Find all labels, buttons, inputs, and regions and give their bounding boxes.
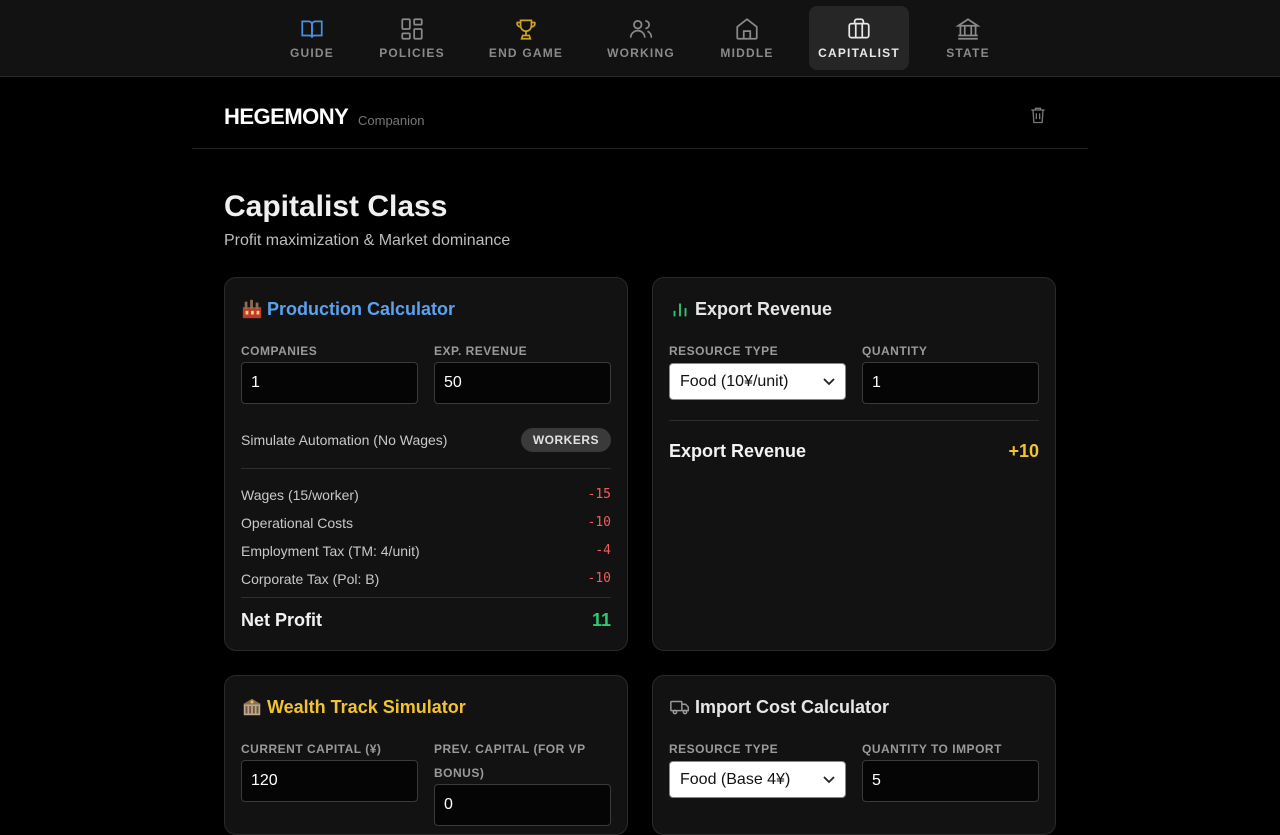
tab-state[interactable]: STATE	[938, 6, 998, 70]
cost-row-label: Employment Tax (TM: 4/unit)	[241, 543, 420, 559]
divider	[241, 597, 611, 598]
wealth-track-card: Wealth Track Simulator CURRENT CAPITAL (…	[224, 675, 628, 835]
tab-guide-label: GUIDE	[289, 46, 334, 60]
automation-toggle[interactable]: WORKERS	[520, 428, 611, 452]
tab-capitalist-label: CAPITALIST	[818, 46, 900, 60]
brand-title: HEGEMONY	[224, 104, 349, 129]
tab-middle-label: MIDDLE	[720, 46, 774, 60]
cost-row: Corporate Tax (Pol: B) -10	[241, 571, 611, 587]
cost-row-value: -4	[595, 543, 611, 558]
export-total-label: Export Revenue	[669, 441, 807, 461]
import-quantity-input[interactable]	[862, 760, 1039, 802]
export-resource-label: RESOURCE TYPE	[669, 344, 779, 358]
tab-policies[interactable]: POLICIES	[373, 6, 451, 70]
tab-middle[interactable]: MIDDLE	[713, 6, 781, 70]
grid-icon	[401, 18, 423, 40]
home-icon	[736, 18, 758, 40]
bank-building-icon	[242, 698, 262, 716]
tab-end-game-label: END GAME	[488, 46, 564, 60]
divider	[669, 420, 1039, 421]
production-calculator-card: Production Calculator COMPANIES EXP. REV…	[224, 277, 628, 651]
factory-icon	[242, 299, 262, 319]
net-profit-label: Net Profit	[241, 610, 322, 630]
tab-working[interactable]: WORKING	[600, 6, 682, 70]
tab-policies-label: POLICIES	[379, 46, 445, 60]
cost-row-label: Operational Costs	[241, 515, 354, 531]
export-total-row: Export Revenue +10	[669, 441, 1039, 462]
trash-icon[interactable]	[1028, 105, 1048, 125]
import-resource-label: RESOURCE TYPE	[669, 742, 779, 756]
exp-revenue-input[interactable]	[434, 362, 611, 404]
import-resource-select[interactable]: Food (Base 4¥)	[669, 761, 846, 798]
prev-capital-label: PREV. CAPITAL (FOR VP BONUS)	[434, 742, 586, 780]
bar-chart-icon	[673, 303, 687, 317]
chevron-down-icon	[823, 377, 835, 385]
tab-capitalist[interactable]: CAPITALIST	[809, 6, 909, 70]
tab-state-label: STATE	[946, 46, 990, 60]
app-header: HEGEMONY Companion	[192, 77, 1088, 149]
page-subtitle: Profit maximization & Market dominance	[224, 232, 511, 249]
cost-row: Employment Tax (TM: 4/unit) -4	[241, 543, 611, 559]
wealth-title-text: Wealth Track Simulator	[267, 696, 466, 717]
import-card-title: Import Cost Calculator	[669, 696, 889, 718]
import-title-text: Import Cost Calculator	[695, 696, 890, 717]
tab-end-game[interactable]: END GAME	[482, 6, 570, 70]
companies-input[interactable]	[241, 362, 418, 404]
automation-label: Simulate Automation (No Wages)	[241, 432, 448, 448]
tab-guide[interactable]: GUIDE	[282, 6, 342, 70]
prev-capital-input[interactable]	[434, 784, 611, 826]
cost-row-value: -10	[587, 515, 611, 530]
cost-row-label: Corporate Tax (Pol: B)	[241, 571, 380, 587]
exp-revenue-label: EXP. REVENUE	[434, 344, 528, 358]
export-resource-select[interactable]: Food (10¥/unit)	[669, 363, 846, 400]
companies-label: COMPANIES	[241, 344, 318, 358]
truck-icon	[670, 700, 689, 715]
export-resource-value: Food (10¥/unit)	[680, 372, 789, 390]
bank-icon	[955, 18, 981, 40]
page-title: Capitalist Class	[224, 190, 448, 223]
export-revenue-card: Export Revenue RESOURCE TYPE Food (10¥/u…	[652, 277, 1056, 651]
current-capital-label: CURRENT CAPITAL (¥)	[241, 742, 382, 756]
production-title-text: Production Calculator	[267, 298, 456, 319]
divider	[241, 468, 611, 469]
brand-subtitle: Companion	[358, 113, 425, 128]
cost-row: Operational Costs -10	[241, 515, 611, 531]
import-quantity-label: QUANTITY TO IMPORT	[862, 742, 1002, 756]
chevron-down-icon	[823, 775, 835, 783]
tab-working-label: WORKING	[607, 46, 675, 60]
import-resource-value: Food (Base 4¥)	[680, 770, 791, 788]
wealth-card-title: Wealth Track Simulator	[241, 696, 466, 718]
production-card-title: Production Calculator	[241, 298, 455, 320]
export-title-text: Export Revenue	[695, 298, 833, 319]
cost-row-label: Wages (15/worker)	[241, 487, 359, 503]
export-total-value: +10	[1008, 441, 1039, 461]
export-quantity-label: QUANTITY	[862, 344, 928, 358]
cost-row: Wages (15/worker) -15	[241, 487, 611, 503]
users-icon	[629, 20, 653, 38]
export-card-title: Export Revenue	[669, 298, 832, 320]
top-nav: GUIDE POLICIES END GAME WORKING MIDDLE C…	[0, 0, 1280, 77]
current-capital-input[interactable]	[241, 760, 418, 802]
cost-row-value: -10	[587, 571, 611, 586]
book-icon	[301, 20, 323, 38]
cost-row-value: -15	[587, 487, 611, 502]
briefcase-icon	[848, 18, 870, 39]
net-profit-row: Net Profit 11	[241, 610, 611, 631]
trophy-icon	[516, 19, 536, 40]
net-profit-value: 11	[591, 610, 611, 630]
import-cost-card: Import Cost Calculator RESOURCE TYPE Foo…	[652, 675, 1056, 835]
export-quantity-input[interactable]	[862, 362, 1039, 404]
